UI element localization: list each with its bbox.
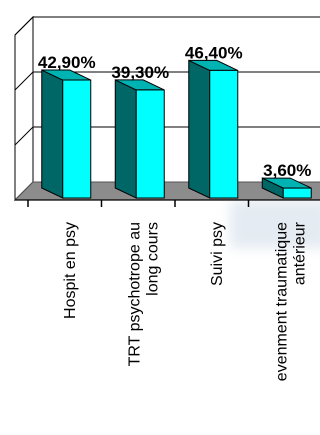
- data-label: 42,90%: [38, 53, 96, 72]
- category-label-line: TRT psychotrope au: [126, 222, 143, 366]
- background-shadow: [230, 200, 320, 248]
- bar-front: [209, 69, 239, 199]
- bar-side: [41, 69, 64, 199]
- bar: [41, 69, 92, 199]
- gridline-side: [14, 126, 34, 146]
- bar-front: [135, 89, 165, 199]
- category-label: Hospit en psy: [62, 222, 79, 319]
- category-labels: Hospit en psy TRT psychotrope aulong cour…: [62, 221, 309, 381]
- category-label: evenment traumatiqueantérieur: [273, 221, 308, 381]
- category-label-line: Suivi psy: [209, 222, 226, 286]
- category-label: TRT psychotrope aulong cours: [126, 222, 161, 366]
- bar-series: 42,90% 39,30% 46,40% 3,60%: [38, 43, 312, 199]
- bar-side: [114, 79, 137, 199]
- bar-front: [62, 79, 92, 199]
- category-label-line: antérieur: [291, 221, 308, 285]
- category-label-line: long cours: [144, 222, 161, 296]
- data-label: 46,40%: [185, 43, 243, 62]
- bar: [261, 177, 312, 199]
- gridline-side: [14, 16, 34, 36]
- data-label: 39,30%: [111, 63, 169, 82]
- category-label-line: evenment traumatique: [273, 222, 290, 381]
- gridline-side: [14, 71, 34, 91]
- data-label: 3,60%: [263, 161, 311, 180]
- category-label-line: Hospit en psy: [62, 222, 79, 319]
- category-label: Suivi psy: [209, 222, 226, 286]
- bar-side: [188, 59, 211, 199]
- bar: [114, 79, 165, 199]
- bar-front: [282, 187, 312, 199]
- side-wall: [14, 15, 34, 202]
- bar: [188, 59, 239, 199]
